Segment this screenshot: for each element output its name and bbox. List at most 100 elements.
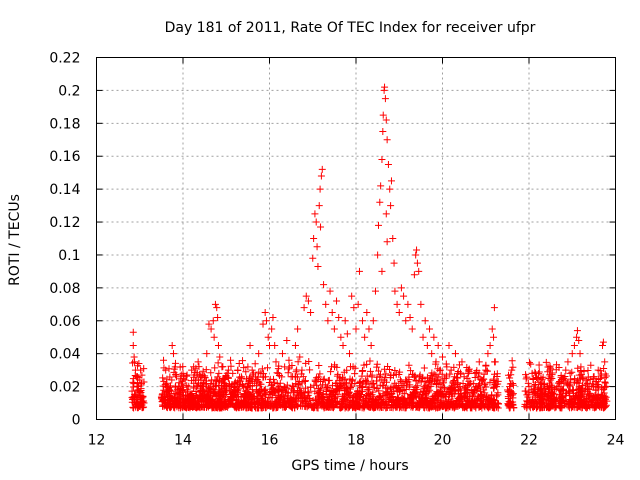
data-point [278,373,286,381]
data-point [367,341,375,349]
data-point [488,392,496,400]
data-point [284,389,292,397]
data-point [402,378,410,386]
data-point [220,374,228,382]
data-point [354,394,362,402]
data-point [593,396,601,404]
data-point [566,380,574,388]
data-point [337,333,345,341]
data-point [269,385,277,393]
data-point [355,267,363,275]
data-point [255,350,263,358]
data-point [529,389,537,397]
data-point [274,387,282,395]
data-point [255,378,263,386]
data-point [215,369,223,377]
data-point [314,404,322,412]
data-point [414,390,422,398]
data-point [178,387,186,395]
data-point [270,375,278,383]
data-point [452,387,460,395]
data-point [209,317,217,325]
data-point [382,116,390,124]
data-point [162,366,170,374]
data-point [381,95,389,103]
data-point [409,388,417,396]
data-point [473,383,481,391]
x-tick-label: 22 [520,433,538,449]
data-point [214,313,222,321]
data-point [576,385,584,393]
data-point [242,368,250,376]
data-point [373,360,381,368]
data-point [252,373,260,381]
data-point [387,177,395,185]
data-point [586,403,594,411]
data-point [341,317,349,325]
data-point [369,317,377,325]
y-tick-labels: 0 0.02 0.04 0.06 0.08 0.1 0.12 0.14 0.16 0.18 0.2 0… [49,51,80,429]
data-point [134,402,142,410]
data-point [571,400,579,408]
x-tick-label: 16 [261,433,279,449]
data-point [199,367,207,375]
data-point [211,300,219,308]
data-point [294,358,302,366]
data-point [555,391,563,399]
data-point [322,300,330,308]
data-point [412,376,420,384]
data-point [272,358,280,366]
data-point [433,388,441,396]
data-point [342,396,350,404]
data-point [294,325,302,333]
data-point [436,366,444,374]
data-point [274,385,282,393]
data-point [302,359,310,367]
data-point [426,386,434,394]
data-point [194,402,202,410]
data-point [210,390,218,398]
data-point [581,386,589,394]
data-point [258,385,266,393]
data-point [508,366,516,374]
data-point [487,395,495,403]
data-point [209,383,217,391]
data-point [326,287,334,295]
data-point [160,356,168,364]
data-point [488,325,496,333]
data-point [375,367,383,375]
data-point [311,210,319,218]
data-point [347,363,355,371]
data-point [484,350,492,358]
data-point [216,353,224,361]
data-point [588,383,596,391]
data-point [291,341,299,349]
data-point [558,392,566,400]
data-point [559,386,567,394]
data-point [490,375,498,383]
data-point [542,399,550,407]
data-point [363,309,371,317]
data-point [353,401,361,409]
data-point [227,356,235,364]
data-point [344,385,352,393]
data-point [136,376,144,384]
data-point [222,390,230,398]
data-point [374,251,382,259]
data-point [201,392,209,400]
data-point [578,404,586,412]
data-point [202,366,210,374]
data-point [163,379,171,387]
data-point [603,382,611,390]
data-point [464,366,472,374]
data-point [212,404,220,412]
data-point [317,172,325,180]
data-point [428,375,436,383]
data-point [185,396,193,404]
data-point [416,398,424,406]
data-point [483,395,491,403]
data-point [468,404,476,412]
data-point [567,398,575,406]
data-point [431,393,439,401]
data-point [425,388,433,396]
